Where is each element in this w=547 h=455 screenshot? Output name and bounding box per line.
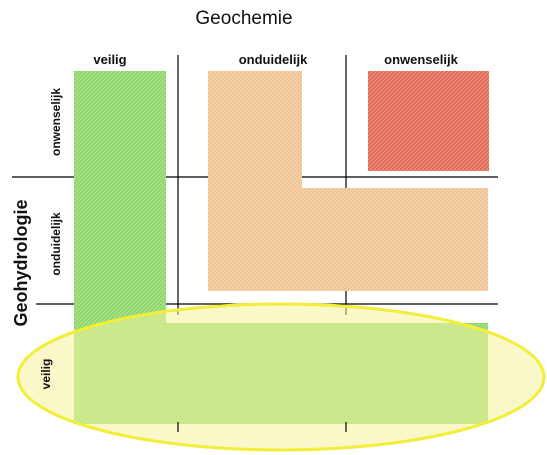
y-axis-label: Geohydrologie [11, 199, 31, 326]
diagram-title: Geochemie [195, 8, 292, 29]
onwenselijk-region-hatch [368, 71, 489, 171]
row-label-onduidelijk: onduidelijk [49, 212, 63, 276]
column-label-onduidelijk: onduidelijk [239, 52, 308, 67]
onduidelijk-region-hatch [208, 71, 488, 291]
column-label-veilig: veilig [93, 52, 126, 67]
highlight-ellipse [16, 302, 546, 452]
column-label-onwenselijk: onwenselijk [384, 52, 458, 67]
row-label-veilig: veilig [39, 359, 53, 390]
row-label-onwenselijk: onwenselijk [49, 88, 63, 156]
